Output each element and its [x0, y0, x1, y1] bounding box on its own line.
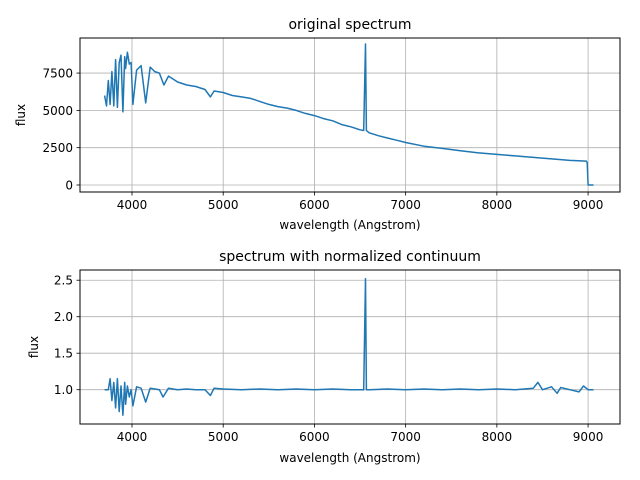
bottom-chart-x-tick-label: 7000 [390, 430, 421, 444]
top-chart-series-line [103, 43, 594, 186]
bottom-chart-x-tick-label: 6000 [299, 430, 330, 444]
bottom-chart-series [104, 278, 594, 416]
bottom-chart-x-axis-label: wavelength (Angstrom) [279, 451, 420, 465]
bottom-chart-x-tick-label: 4000 [117, 430, 148, 444]
top-chart-y-tick-label: 7500 [42, 67, 73, 81]
top-chart-x-ticks: 4000 5000 6000 7000 8000 9000 [117, 192, 604, 212]
top-chart-y-ticks: 0 2500 5000 7500 [42, 67, 80, 192]
top-chart-series [103, 43, 594, 186]
bottom-chart-y-axis-label: flux [27, 336, 41, 358]
top-chart-y-tick-label: 2500 [42, 141, 73, 155]
top-chart-x-tick-label: 5000 [208, 198, 239, 212]
top-chart-x-tick-label: 7000 [390, 198, 421, 212]
top-chart-y-tick-label: 0 [65, 178, 73, 192]
bottom-chart-title: spectrum with normalized continuum [219, 249, 481, 265]
bottom-chart-y-tick-label: 1.5 [54, 347, 73, 361]
top-chart-x-axis-label: wavelength (Angstrom) [279, 218, 420, 232]
top-chart-x-tick-label: 9000 [573, 198, 604, 212]
bottom-chart-frame [79, 269, 621, 425]
bottom-chart: 4000 5000 6000 7000 8000 9000 1.0 1.5 2.0 2.5 sp… [27, 249, 621, 465]
bottom-chart-y-tick-label: 2.5 [54, 274, 73, 288]
top-chart-x-tick-label: 4000 [117, 198, 148, 212]
bottom-chart-y-ticks: 1.0 1.5 2.0 2.5 [54, 274, 80, 397]
bottom-chart-y-tick-label: 2.0 [54, 310, 73, 324]
bottom-chart-x-tick-label: 9000 [573, 430, 604, 444]
top-chart-title: original spectrum [288, 17, 411, 33]
top-chart-x-tick-label: 6000 [299, 198, 330, 212]
top-chart: 4000 5000 6000 7000 8000 9000 0 2500 5000 7500 o… [14, 17, 621, 232]
top-chart-y-axis-label: flux [14, 104, 28, 126]
bottom-chart-series-line [104, 278, 594, 416]
top-chart-y-tick-label: 5000 [42, 104, 73, 118]
bottom-chart-x-ticks: 4000 5000 6000 7000 8000 9000 [117, 424, 604, 444]
top-chart-x-tick-label: 8000 [482, 198, 513, 212]
bottom-chart-x-tick-label: 8000 [482, 430, 513, 444]
top-chart-frame [79, 37, 621, 193]
top-chart-grid [80, 38, 620, 192]
bottom-chart-y-tick-label: 1.0 [54, 383, 73, 397]
bottom-chart-x-tick-label: 5000 [208, 430, 239, 444]
